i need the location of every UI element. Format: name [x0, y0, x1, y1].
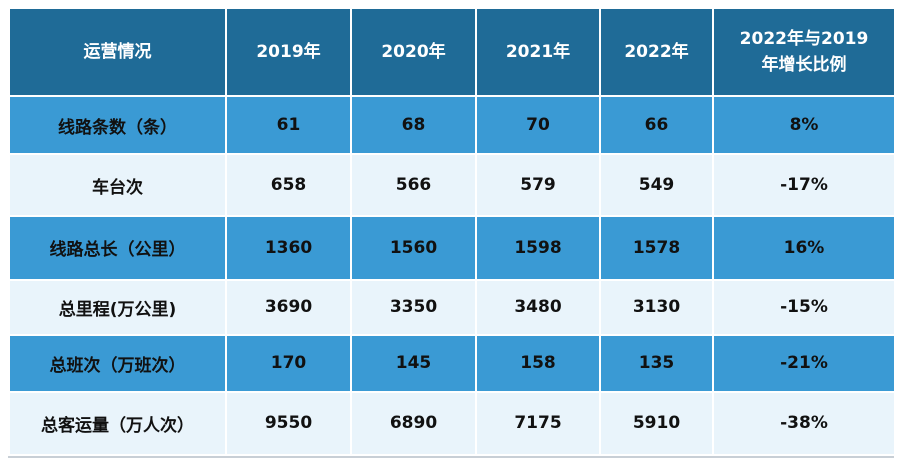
table-container: 运营情况 2019年 2020年 2021年 2022年 2022年与2019 年增长比例 …: [8, 7, 896, 458]
cell: 68: [350, 94, 477, 156]
row-label: 总客运量（万人次）: [8, 390, 227, 457]
row-label: 线路总长（公里）: [8, 215, 227, 281]
table-row: 线路总长（公里） 1360 1560 1598 1578 16%: [8, 215, 896, 281]
cell: 1598: [475, 215, 601, 281]
cell: 145: [350, 333, 477, 393]
table-row: 总班次（万班次） 170 145 158 135 -21%: [8, 333, 896, 393]
cell: 579: [475, 153, 601, 218]
header-cell: 2021年: [475, 7, 601, 97]
cell: 70: [475, 94, 601, 156]
header-cell: 2022年与2019 年增长比例: [712, 7, 896, 97]
table-row: 总客运量（万人次） 9550 6890 7175 5910 -38%: [8, 390, 896, 457]
cell: 3690: [225, 278, 352, 336]
table-row: 总里程(万公里) 3690 3350 3480 3130 -15%: [8, 278, 896, 336]
cell: 61: [225, 94, 352, 156]
cell: 6890: [350, 390, 477, 457]
cell: 1560: [350, 215, 477, 281]
cell: 1578: [599, 215, 714, 281]
data-table: 运营情况 2019年 2020年 2021年 2022年 2022年与2019 年增长比例 …: [8, 7, 896, 457]
cell: 8%: [712, 94, 896, 156]
cell: 7175: [475, 390, 601, 457]
cell: -15%: [712, 278, 896, 336]
cell: 158: [475, 333, 601, 393]
cell: 658: [225, 153, 352, 218]
header-line: 2022年与2019: [739, 29, 869, 49]
cell: 170: [225, 333, 352, 393]
row-label: 线路条数（条）: [8, 94, 227, 156]
cell: 135: [599, 333, 714, 393]
cell: 549: [599, 153, 714, 218]
cell: -38%: [712, 390, 896, 457]
cell: 5910: [599, 390, 714, 457]
cell: 566: [350, 153, 477, 218]
row-label: 总里程(万公里): [8, 278, 227, 336]
row-label: 总班次（万班次）: [8, 333, 227, 393]
cell: -21%: [712, 333, 896, 393]
header-cell: 2019年: [225, 7, 352, 97]
cell: 3130: [599, 278, 714, 336]
cell: 9550: [225, 390, 352, 457]
cell: 16%: [712, 215, 896, 281]
table-row: 线路条数（条） 61 68 70 66 8%: [8, 94, 896, 156]
cell: 3480: [475, 278, 601, 336]
cell: 66: [599, 94, 714, 156]
header-row: 运营情况 2019年 2020年 2021年 2022年 2022年与2019 年增长比例: [8, 7, 896, 97]
header-cell: 2022年: [599, 7, 714, 97]
header-cell: 运营情况: [8, 7, 227, 97]
header-line: 年增长比例: [761, 55, 847, 75]
row-label: 车台次: [8, 153, 227, 218]
cell: 3350: [350, 278, 477, 336]
header-cell: 2020年: [350, 7, 477, 97]
table-row: 车台次 658 566 579 549 -17%: [8, 153, 896, 218]
cell: -17%: [712, 153, 896, 218]
table-body: 线路条数（条） 61 68 70 66 8% 车台次 658 566 579 549 -17% 线路总长…: [8, 94, 896, 457]
cell: 1360: [225, 215, 352, 281]
